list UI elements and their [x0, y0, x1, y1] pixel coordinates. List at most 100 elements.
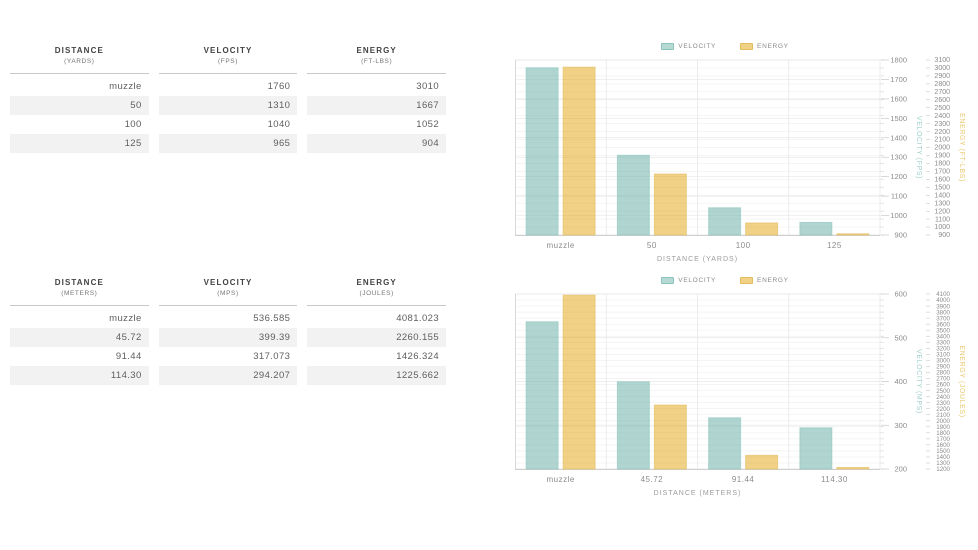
energy-tick-label: 2500 — [936, 388, 950, 395]
velocity-tick-label: 300 — [894, 421, 907, 430]
energy-tick-label: 2300 — [934, 121, 950, 128]
cell-energy: 1426.324 — [396, 351, 440, 362]
energy-tick-label: 1200 — [936, 466, 950, 473]
velocity-tick-label: 1700 — [890, 75, 907, 84]
cell-distance: 125 — [10, 134, 149, 153]
x-tick-label: muzzle — [546, 241, 574, 250]
x-axis-title: DISTANCE (METERS) — [654, 490, 742, 497]
column-label: DISTANCE — [54, 46, 104, 55]
column-label: ENERGY — [356, 46, 397, 55]
table-header: DISTANCE (YARDS) VELOCITY (FPS) ENERGY (FT-LB… — [10, 43, 447, 74]
energy-tick-label: 3600 — [936, 321, 950, 328]
cell-energy: 4081.023 — [396, 313, 440, 324]
table-row: muzzle 536.585 4081.023 — [10, 309, 446, 328]
x-tick-label: 45.72 — [641, 475, 664, 484]
table-row: 100 1040 1052 — [10, 115, 446, 134]
table-row: muzzle 1760 3010 — [10, 77, 446, 96]
bar-energy-45.72 — [653, 404, 687, 470]
energy-tick-label: 1900 — [936, 424, 950, 431]
energy-swatch-icon — [740, 42, 754, 50]
cell-energy: 1667 — [307, 96, 447, 115]
energy-tick-label: 4100 — [936, 291, 950, 298]
energy-tick-label: 1600 — [934, 177, 950, 184]
energy-tick-label: 1300 — [936, 460, 950, 467]
x-tick-label: 50 — [647, 241, 657, 250]
ballistics-chart-meters: VELOCITY ENERGY muzzle 45.72 91.44 114.30 DIS… — [515, 274, 970, 498]
x-tick-label: 125 — [827, 241, 842, 250]
bar-energy-125 — [836, 233, 870, 236]
bar-velocity-muzzle — [525, 67, 559, 236]
x-tick-label: 100 — [736, 241, 751, 250]
velocity-tick-label: 1600 — [890, 94, 907, 103]
energy-tick-label: 2900 — [936, 364, 950, 371]
chart-legend: VELOCITY ENERGY — [515, 40, 935, 52]
column-label: VELOCITY — [203, 278, 253, 287]
energy-tick-label: 1700 — [934, 169, 950, 176]
column-unit: (JOULES) — [359, 290, 394, 297]
cell-distance: 50 — [10, 96, 149, 115]
chart-legend: VELOCITY ENERGY — [515, 274, 935, 286]
bar-energy-50 — [653, 173, 687, 236]
energy-tick-label: 3900 — [936, 303, 950, 310]
legend-label: VELOCITY — [678, 276, 717, 284]
energy-tick-label: 1700 — [936, 436, 950, 443]
legend-item-velocity[interactable]: VELOCITY — [661, 42, 717, 50]
legend-item-energy[interactable]: ENERGY — [740, 276, 789, 284]
energy-tick-label: 2600 — [936, 382, 950, 389]
energy-tick-label: 2000 — [936, 418, 950, 425]
energy-tick-label: 1500 — [934, 184, 950, 191]
energy-tick-label: 1800 — [936, 430, 950, 437]
velocity-tick-label: 400 — [894, 377, 907, 386]
cell-velocity: 536.585 — [253, 313, 291, 324]
velocity-bars — [525, 321, 833, 470]
energy-tick-label: 3700 — [936, 315, 950, 322]
column-unit: (METERS) — [61, 290, 98, 297]
bar-velocity-100 — [708, 207, 742, 236]
energy-tick-label: 2200 — [934, 129, 950, 136]
legend-item-energy[interactable]: ENERGY — [740, 42, 789, 50]
ballistics-table-meters: DISTANCE (METERS) VELOCITY (MPS) ENERGY (JOUL… — [10, 275, 447, 385]
legend-label: ENERGY — [757, 276, 789, 284]
x-axis: muzzle 50 100 125 DISTANCE (YARDS) — [546, 241, 841, 263]
velocity-bars — [525, 67, 833, 236]
column-header-energy: ENERGY (FT-LBS) — [307, 43, 447, 74]
energy-tick-label: 2400 — [934, 113, 950, 120]
velocity-tick-label: 900 — [894, 231, 907, 240]
column-unit: (FPS) — [218, 58, 238, 65]
velocity-tick-label: 200 — [894, 465, 907, 474]
cell-velocity: 294.207 — [158, 366, 298, 385]
energy-tick-label: 2600 — [934, 97, 950, 104]
energy-tick-label: 1200 — [934, 208, 950, 215]
velocity-axis-title: VELOCITY (FPS) — [915, 116, 922, 179]
legend-label: VELOCITY — [678, 42, 717, 50]
bar-energy-114.30 — [836, 466, 870, 470]
energy-tick-label: 1400 — [934, 192, 950, 199]
energy-tick-label: 1800 — [934, 161, 950, 168]
bar-velocity-45.72 — [616, 381, 650, 470]
energy-tick-label: 1400 — [936, 454, 950, 461]
cell-energy: 3010 — [416, 81, 440, 92]
energy-tick-label: 3100 — [934, 57, 950, 64]
velocity-axis-title: VELOCITY (MPS) — [915, 349, 922, 414]
energy-tick-label: 1100 — [935, 216, 950, 223]
x-tick-label: muzzle — [546, 475, 574, 484]
bar-velocity-91.44 — [708, 417, 742, 470]
legend-label: ENERGY — [757, 42, 789, 50]
bar-energy-100 — [745, 222, 779, 236]
x-axis: muzzle 45.72 91.44 114.30 DISTANCE (METERS) — [546, 475, 847, 497]
cell-distance: 91.44 — [115, 351, 142, 362]
legend-item-velocity[interactable]: VELOCITY — [661, 276, 717, 284]
x-tick-label: 91.44 — [732, 475, 755, 484]
table-row: 91.44 317.073 1426.324 — [10, 347, 446, 366]
energy-axis-title: ENERGY (JOULES) — [958, 345, 965, 417]
column-header-velocity: VELOCITY (MPS) — [158, 275, 298, 306]
bar-energy-muzzle — [562, 66, 596, 236]
cell-velocity: 1760 — [267, 81, 291, 92]
cell-velocity: 965 — [158, 134, 298, 153]
column-header-velocity: VELOCITY (FPS) — [158, 43, 298, 74]
table-body: muzzle 536.585 4081.023 45.72 399.39 2260.155… — [10, 309, 447, 385]
energy-tick-label: 1000 — [934, 224, 950, 231]
velocity-tick-label: 1500 — [890, 114, 907, 123]
energy-tick-label: 2000 — [934, 145, 950, 152]
